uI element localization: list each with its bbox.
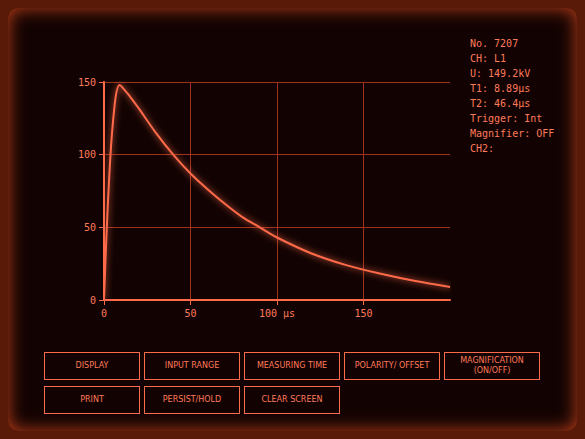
html-text:POLARITY/ OFFSET: POLARITY/ OFFSET: [354, 361, 430, 370]
html-text:Trigger: Int: Trigger: Int: [470, 113, 543, 124]
html-text:CLEAR SCREEN: CLEAR SCREEN: [261, 395, 323, 404]
html-text:PRINT: PRINT: [80, 395, 104, 404]
svg-text:150: 150: [78, 77, 96, 88]
html-text:Magnifier: OFF: Magnifier: OFF: [470, 128, 555, 139]
html-text:PERSIST/HOLD: PERSIST/HOLD: [162, 395, 222, 404]
html-text:U: 149.2kV: U: 149.2kV: [470, 68, 531, 79]
html-text:CH: L1: CH: L1: [470, 53, 507, 64]
svg-text:50: 50: [184, 308, 196, 319]
html-text:DISPLAY: DISPLAY: [75, 361, 109, 370]
html-text:INPUT RANGE: INPUT RANGE: [164, 361, 220, 370]
svg-text:150: 150: [354, 308, 372, 319]
html-text:No. 7207: No. 7207: [470, 38, 519, 49]
svg-text:0: 0: [101, 308, 107, 319]
svg-text:0: 0: [90, 295, 96, 306]
html-text:T1: 8.89µs: T1: 8.89µs: [470, 83, 531, 94]
html-text:CH2:: CH2:: [470, 143, 495, 154]
svg-text:100 µs: 100 µs: [259, 308, 295, 319]
svg-text:50: 50: [84, 222, 96, 233]
svg-text:100: 100: [78, 149, 96, 160]
html-text:MAGNIFICATION (ON/OFF): MAGNIFICATION (ON/OFF): [460, 356, 524, 375]
html-text:T2: 46.4µs: T2: 46.4µs: [470, 98, 531, 109]
html-text:MEASURING TIME: MEASURING TIME: [256, 361, 328, 370]
